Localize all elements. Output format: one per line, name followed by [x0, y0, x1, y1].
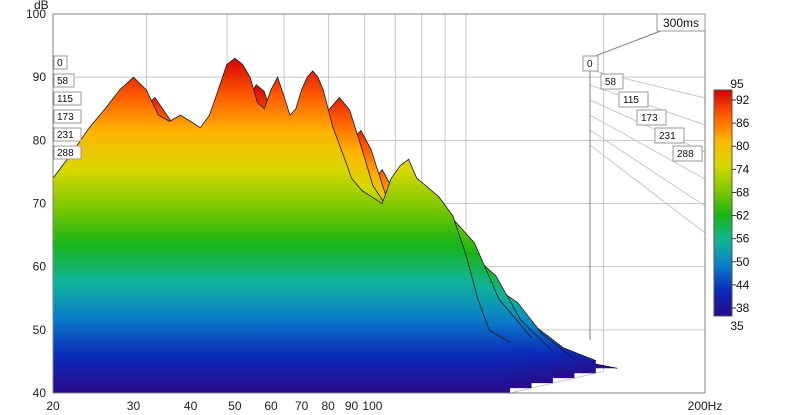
- y-tick-label: 100: [26, 7, 46, 21]
- colorbar-min-label: 35: [730, 319, 744, 333]
- colorbar-fill: [713, 89, 733, 317]
- time-slice-badge-left: [53, 91, 82, 106]
- time-slice-badge-right: [618, 91, 649, 108]
- waterfall-slice-line: [53, 57, 511, 343]
- time-slice-badge-right: [636, 109, 667, 126]
- waterfall-slice-fill: [53, 58, 510, 393]
- time-max-label: 300ms: [663, 16, 699, 30]
- time-slice-label-left: 115: [57, 94, 73, 105]
- colorbar-tick-label: 92: [736, 93, 750, 107]
- time-slice-badge-right: [600, 73, 624, 90]
- x-tick-label: 90: [345, 399, 359, 413]
- x-tick-label: 20: [46, 399, 60, 413]
- y-tick-label: 50: [33, 323, 47, 337]
- time-slice-label-right: 173: [641, 113, 658, 124]
- colorbar-max-label: 95: [730, 77, 744, 91]
- time-max-badge: 300ms: [656, 13, 706, 32]
- time-slice-badge-right: [672, 145, 703, 162]
- time-slice-label-left: 231: [57, 130, 74, 141]
- colorbar-tick-label: 44: [736, 278, 750, 292]
- x-tick-label: 30: [127, 399, 141, 413]
- time-slice-badge-left: [53, 109, 82, 124]
- time-slice-badge-left: [53, 127, 82, 142]
- grid-depth-line: [589, 99, 706, 153]
- colorbar: 95 35 92 86 80 74 68 62 56 50 44 38: [713, 77, 750, 333]
- time-slice-label-right: 231: [659, 131, 676, 142]
- time-slice-badge-left: [53, 55, 68, 70]
- colorbar-tick-label: 62: [736, 209, 750, 223]
- y-tick-label: 70: [33, 197, 47, 211]
- x-tick-label: 60: [264, 399, 278, 413]
- x-tick-label: 100: [362, 399, 382, 413]
- x-tick-label: 80: [321, 399, 335, 413]
- time-slice-label-left: 58: [57, 76, 69, 87]
- colorbar-tick-label: 74: [736, 162, 750, 176]
- plot-frame: [52, 13, 706, 394]
- y-axis-ticks: 40 50 60 70 80 90 100: [26, 7, 46, 400]
- time-slice-badge-right: [582, 55, 599, 72]
- time-slice-badge-left: [53, 145, 82, 160]
- time-slice-label-right: 0: [587, 59, 593, 70]
- waterfall-surfaces: [53, 57, 618, 393]
- x-axis-ticks: 20 30 40 50 60 70 80 90 100 200Hz: [46, 399, 722, 413]
- time-slice-label-left: 173: [57, 112, 74, 123]
- time-slice-badge-left: [53, 73, 75, 88]
- time-slice-label-right: 58: [605, 77, 617, 88]
- x-tick-label: 40: [184, 399, 198, 413]
- x-tick-label: 70: [295, 399, 309, 413]
- colorbar-tick-label: 80: [736, 139, 750, 153]
- grid-depth-line: [589, 144, 706, 234]
- colorbar-tick-label: 38: [736, 301, 750, 315]
- grid-depth-line: [589, 129, 706, 207]
- y-tick-label: 60: [33, 260, 47, 274]
- colorbar-tick-label: 56: [736, 232, 750, 246]
- time-slice-label-right: 115: [623, 95, 639, 106]
- y-tick-label: 90: [33, 70, 47, 84]
- y-axis-label: dB: [34, 0, 49, 12]
- time-slice-badge-right: [654, 127, 685, 144]
- colorbar-tick-label: 86: [736, 116, 750, 130]
- grid-depth-line: [589, 114, 706, 180]
- colorbar-ticks: 92 86 80 74 68 62 56 50 44 38: [732, 93, 750, 315]
- time-slice-label-left: 288: [57, 148, 74, 159]
- x-tick-label: 200Hz: [688, 399, 723, 413]
- colorbar-tick-label: 50: [736, 255, 750, 269]
- x-tick-label: 50: [228, 399, 242, 413]
- time-slice-label-right: 288: [677, 149, 694, 160]
- y-tick-label: 80: [33, 133, 47, 147]
- time-slice-label-left: 0: [57, 58, 63, 69]
- grid-floor-line: [509, 370, 604, 394]
- y-tick-label: 40: [33, 386, 47, 400]
- colorbar-tick-label: 68: [736, 185, 750, 199]
- time-slice-labels-left: 0 58 115 173 231 288: [53, 55, 82, 160]
